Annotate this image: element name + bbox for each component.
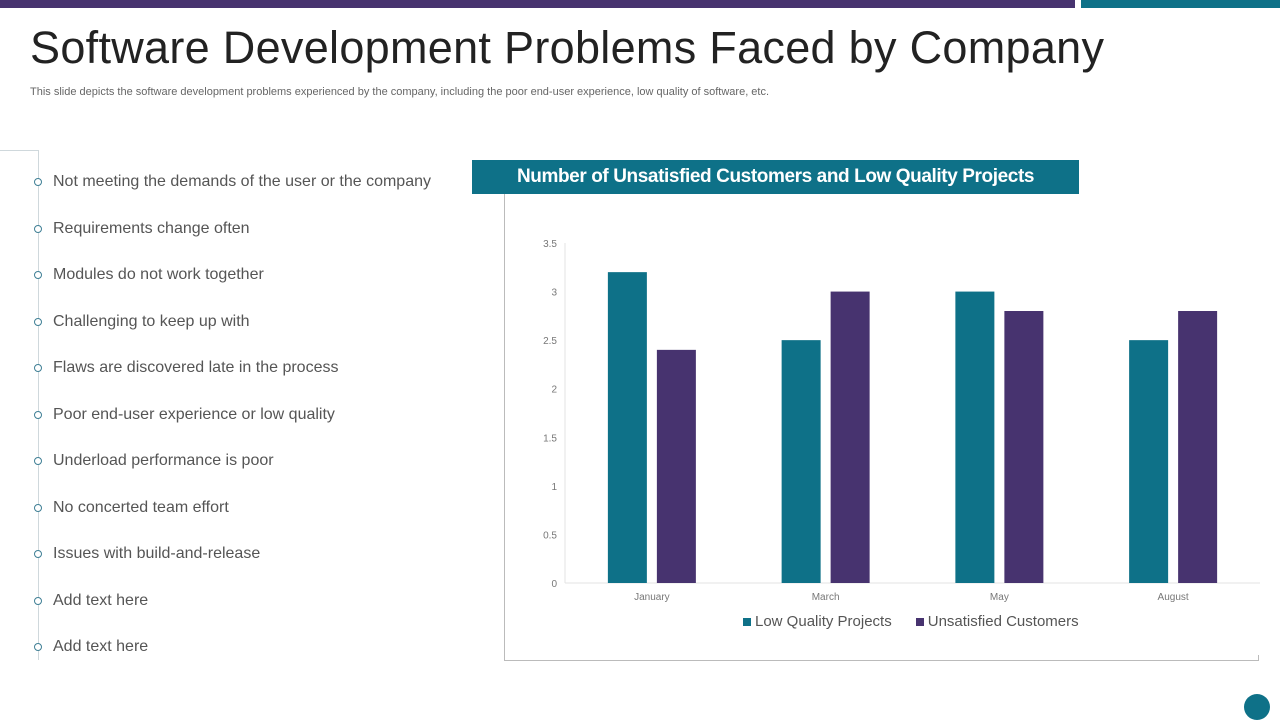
bullet-circle-icon xyxy=(34,271,42,279)
problem-item: Add text here xyxy=(34,589,148,613)
page-title: Software Development Problems Faced by C… xyxy=(30,22,1105,73)
problem-item: Not meeting the demands of the user or t… xyxy=(34,170,431,194)
problem-item: Modules do not work together xyxy=(34,263,264,287)
legend-item-unsatisfied: Unsatisfied Customers xyxy=(915,613,1079,630)
legend-label: Low Quality Projects xyxy=(755,613,892,630)
top-accent-bar-teal xyxy=(1081,0,1280,8)
problem-item: Challenging to keep up with xyxy=(34,310,250,334)
bar-low-quality-projects xyxy=(955,291,995,583)
problem-text: Issues with build-and-release xyxy=(53,545,261,562)
legend-swatch xyxy=(915,617,924,626)
bullet-circle-icon xyxy=(34,317,42,326)
problem-item: Poor end-user experience or low quality xyxy=(34,403,335,427)
bar-unsatisfied-customers xyxy=(830,291,870,583)
chart-title: Number of Unsatisfied Customers and Low … xyxy=(472,160,1079,194)
problem-item: Underload performance is poor xyxy=(34,449,274,473)
y-tick-label: 3 xyxy=(551,288,557,299)
problem-text: Underload performance is poor xyxy=(53,452,274,469)
problem-item: Requirements change often xyxy=(34,217,250,241)
bar-low-quality-projects xyxy=(607,272,647,583)
problem-text: Requirements change often xyxy=(53,219,250,237)
bullet-circle-icon xyxy=(34,596,42,605)
x-tick-label: August xyxy=(1158,592,1189,603)
y-tick-label: 1 xyxy=(551,482,557,493)
problem-text: No concerted team effort xyxy=(53,498,229,516)
bar-low-quality-projects xyxy=(1129,340,1169,583)
bullet-circle-icon xyxy=(34,457,42,465)
problem-text: Add text here xyxy=(53,638,149,655)
bar-unsatisfied-customers xyxy=(1178,311,1218,583)
bar-unsatisfied-customers xyxy=(1004,311,1044,583)
problem-item: Add text here xyxy=(34,635,148,659)
y-tick-label: 2.5 xyxy=(543,336,557,347)
x-tick-label: January xyxy=(634,592,670,603)
bullet-circle-icon xyxy=(34,503,42,512)
chart-frame-left xyxy=(504,194,505,661)
chart-frame-bottom xyxy=(504,660,1259,661)
chart-frame-right xyxy=(1258,655,1259,661)
legend-label: Unsatisfied Customers xyxy=(927,613,1079,630)
y-tick-label: 2 xyxy=(551,385,557,396)
bar-unsatisfied-customers xyxy=(656,349,696,583)
problem-text: Modules do not work together xyxy=(53,266,264,283)
bullet-circle-icon xyxy=(34,364,42,372)
bullet-circle-icon xyxy=(34,410,42,419)
problem-text: Challenging to keep up with xyxy=(53,312,250,330)
problem-item: No concerted team effort xyxy=(34,496,229,520)
page-subtitle: This slide depicts the software developm… xyxy=(30,86,770,98)
problem-item: Issues with build-and-release xyxy=(34,542,260,566)
problem-text: Flaws are discovered late in the process xyxy=(53,359,339,376)
y-tick-label: 3.5 xyxy=(543,239,557,250)
bullet-circle-icon xyxy=(34,178,42,186)
bullet-circle-icon xyxy=(34,643,42,651)
problem-text: Add text here xyxy=(53,591,149,609)
y-tick-label: 0 xyxy=(551,579,557,590)
timeline-top-line xyxy=(0,150,38,151)
bullet-circle-icon xyxy=(34,224,42,233)
legend-swatch xyxy=(743,617,751,626)
problem-text: Poor end-user experience or low quality xyxy=(53,405,335,423)
chart-legend: Low Quality Projects Unsatisfied Custome… xyxy=(743,613,1079,630)
bullet-circle-icon xyxy=(34,550,42,558)
bar-low-quality-projects xyxy=(781,340,821,583)
corner-circle-decoration xyxy=(1244,694,1270,720)
x-tick-label: March xyxy=(812,592,840,603)
y-tick-label: 0.5 xyxy=(543,530,557,541)
top-accent-bar-purple xyxy=(0,0,1075,8)
y-tick-label: 1.5 xyxy=(543,433,557,444)
x-tick-label: May xyxy=(990,592,1009,603)
legend-item-low-quality: Low Quality Projects xyxy=(743,613,892,630)
timeline-line xyxy=(38,150,39,660)
problem-item: Flaws are discovered late in the process xyxy=(34,356,338,380)
problem-text: Not meeting the demands of the user or t… xyxy=(53,173,431,190)
